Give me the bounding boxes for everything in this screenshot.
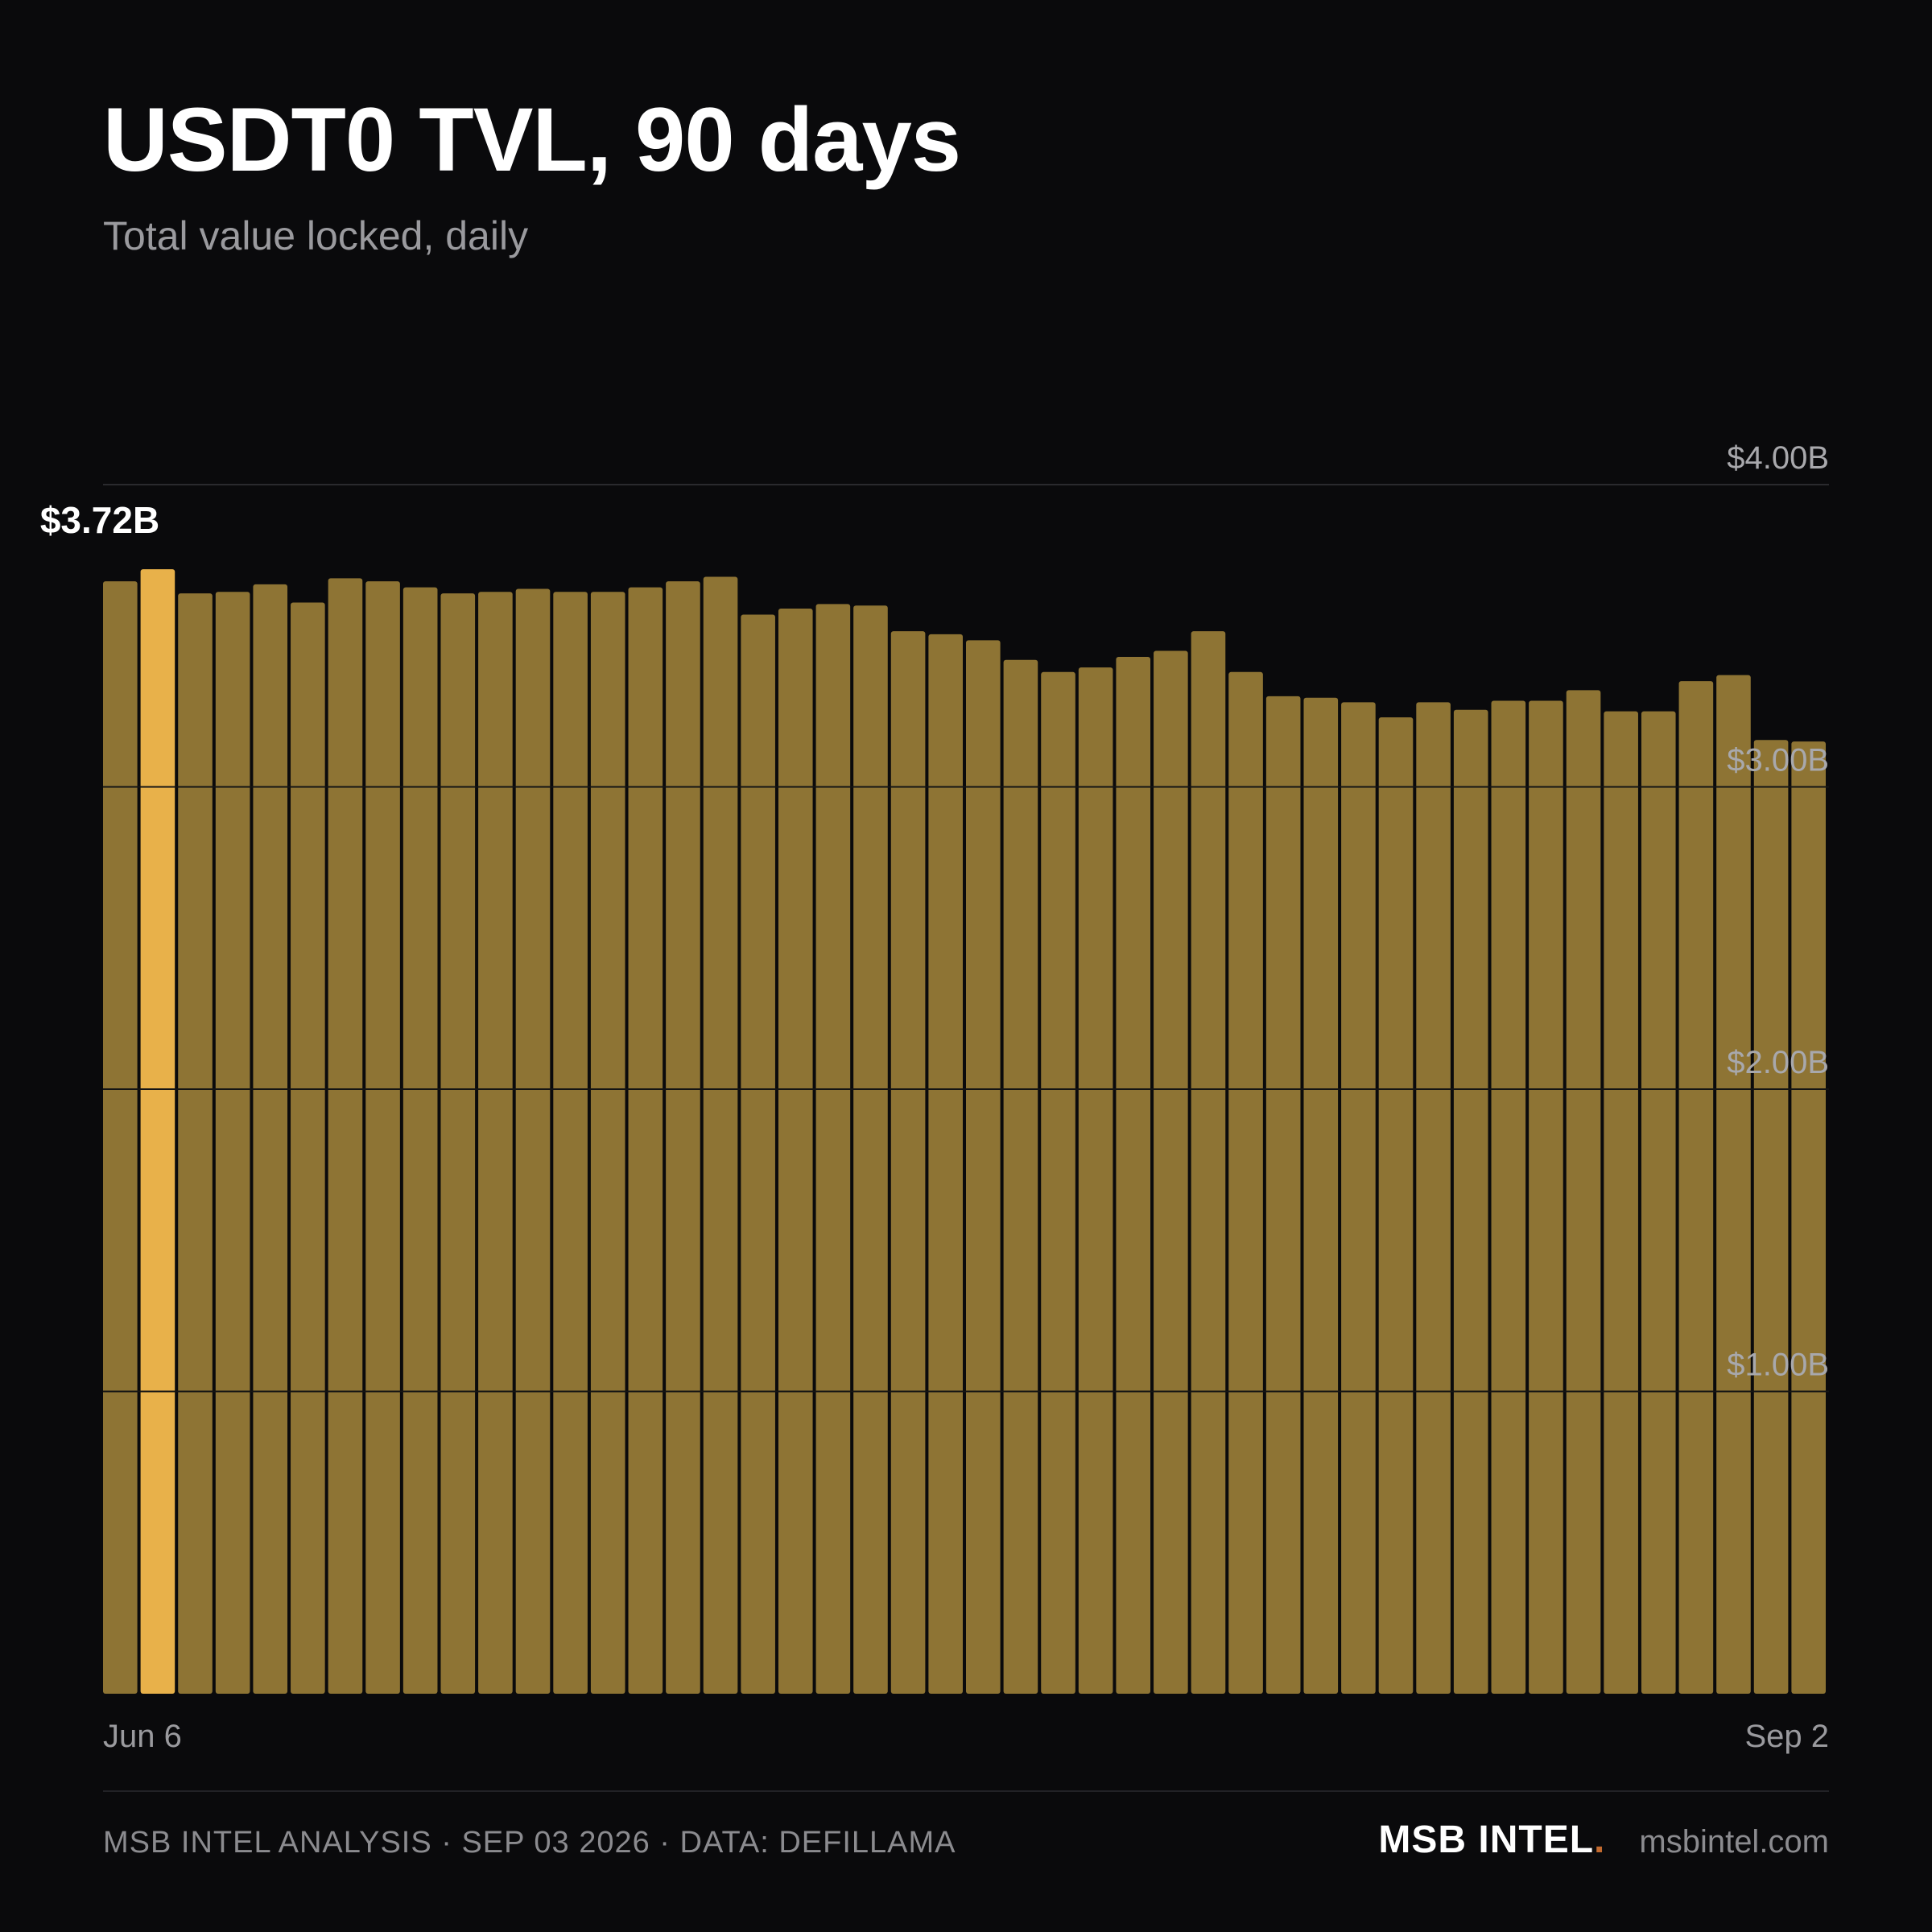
bar	[365, 581, 400, 1695]
bar	[1003, 659, 1038, 1694]
bar	[1753, 740, 1789, 1694]
y-axis-ticks: $1.00B $2.00B $3.00B $4.00B	[1727, 440, 1829, 1383]
highlight-value-label: $3.72B	[40, 499, 159, 541]
bar	[815, 604, 851, 1694]
bar	[1453, 709, 1488, 1694]
bar	[1491, 700, 1526, 1694]
bar	[890, 631, 926, 1694]
bar	[778, 608, 813, 1695]
y-tick-label: $4.00B	[1727, 440, 1829, 476]
bar-series	[103, 569, 1826, 1695]
bar	[402, 587, 438, 1695]
bar	[1604, 711, 1638, 1695]
bar	[1416, 702, 1451, 1694]
brand-dot: .	[1594, 1818, 1606, 1861]
bar-highlighted	[140, 569, 175, 1694]
chart-subtitle: Total value locked, daily	[103, 213, 529, 258]
footer-divider	[103, 1790, 1829, 1792]
bar	[1191, 631, 1226, 1694]
bar	[741, 614, 775, 1694]
bar	[1791, 741, 1826, 1695]
bar	[1265, 696, 1301, 1694]
bar	[178, 593, 213, 1695]
bar	[1641, 711, 1676, 1695]
grid-lines	[103, 484, 1829, 1393]
y-tick-label: $3.00B	[1727, 743, 1829, 778]
site-link[interactable]: msbintel.com	[1639, 1824, 1829, 1860]
bar	[253, 584, 288, 1695]
x-axis-start-label: Jun 6	[103, 1719, 182, 1754]
bar	[1678, 681, 1714, 1694]
bar	[328, 578, 363, 1694]
bar	[103, 581, 138, 1695]
bar	[1341, 702, 1376, 1694]
bar	[1154, 650, 1188, 1694]
x-axis-end-label: Sep 2	[1744, 1719, 1829, 1754]
bar	[1228, 671, 1263, 1694]
bar	[703, 576, 738, 1694]
bar	[666, 581, 700, 1695]
bar	[1041, 671, 1075, 1694]
y-tick-label: $2.00B	[1727, 1045, 1829, 1080]
bar	[478, 592, 513, 1694]
bar	[215, 592, 250, 1694]
brand-name: MSB INTEL	[1378, 1818, 1595, 1861]
bar	[928, 634, 963, 1694]
footer-source: MSB INTEL ANALYSIS · SEP 03 2026 · DATA:…	[103, 1826, 956, 1860]
bar	[1116, 657, 1151, 1694]
footer-brand-block: MSB INTEL. msbintel.com	[1378, 1818, 1829, 1862]
bar	[515, 588, 551, 1694]
bar	[853, 605, 888, 1695]
chart-title: USDT0 TVL, 90 days	[103, 89, 961, 190]
brand-logo: MSB INTEL.	[1378, 1818, 1605, 1862]
bar	[440, 593, 476, 1695]
y-tick-label: $1.00B	[1727, 1348, 1829, 1383]
bar	[1716, 675, 1751, 1694]
bar	[1529, 700, 1563, 1694]
bar	[1378, 717, 1414, 1694]
bar	[590, 592, 625, 1694]
bar	[966, 640, 1001, 1694]
bar	[628, 587, 663, 1695]
bar	[1566, 690, 1601, 1694]
bar	[291, 602, 325, 1695]
bar-chart: $1.00B $2.00B $3.00B $4.00B $3.72B Jun 6 Se…	[40, 440, 1829, 1754]
bar	[1303, 697, 1339, 1694]
bar	[1078, 667, 1113, 1695]
bar	[553, 592, 588, 1694]
